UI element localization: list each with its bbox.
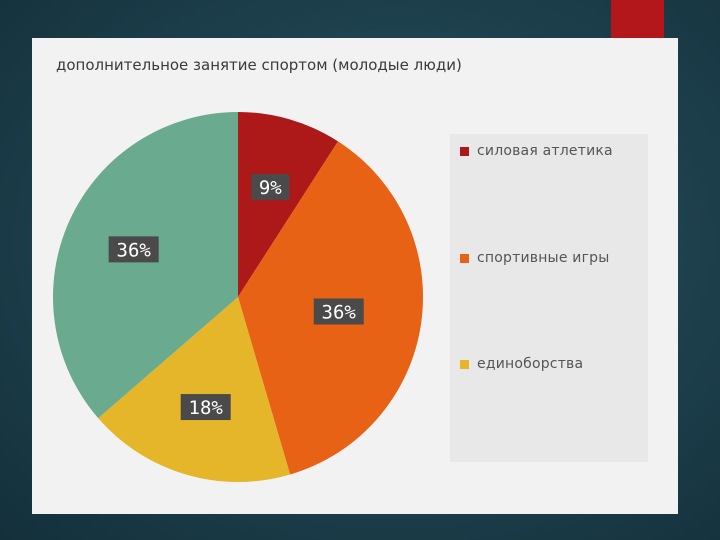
legend-swatch-strength — [460, 147, 469, 156]
legend-swatch-martial-arts — [460, 360, 469, 369]
legend-label-sports-games: спортивные игры — [477, 250, 609, 266]
data-label-3: 18% — [181, 394, 231, 420]
data-label-text-4: 36% — [117, 239, 152, 261]
legend-swatch-sports-games — [460, 254, 469, 263]
legend-label-strength: силовая атлетика — [477, 143, 613, 159]
legend-label-martial-arts: единоборства — [477, 356, 583, 372]
data-label-4: 36% — [109, 236, 159, 262]
legend: силовая атлетика спортивные игры единобо… — [450, 134, 648, 462]
data-label-1: 9% — [251, 174, 289, 200]
data-label-text-2: 36% — [322, 301, 357, 323]
data-label-text-1: 9% — [259, 177, 282, 199]
legend-item-strength: силовая атлетика — [460, 143, 613, 159]
chart-card: дополнительное занятие спортом (молодые … — [32, 38, 678, 514]
legend-item-martial-arts: единоборства — [460, 356, 583, 372]
legend-item-sports-games: спортивные игры — [460, 250, 609, 266]
accent-bar — [611, 0, 664, 38]
data-label-2: 36% — [314, 298, 364, 324]
data-label-text-3: 18% — [189, 397, 224, 419]
